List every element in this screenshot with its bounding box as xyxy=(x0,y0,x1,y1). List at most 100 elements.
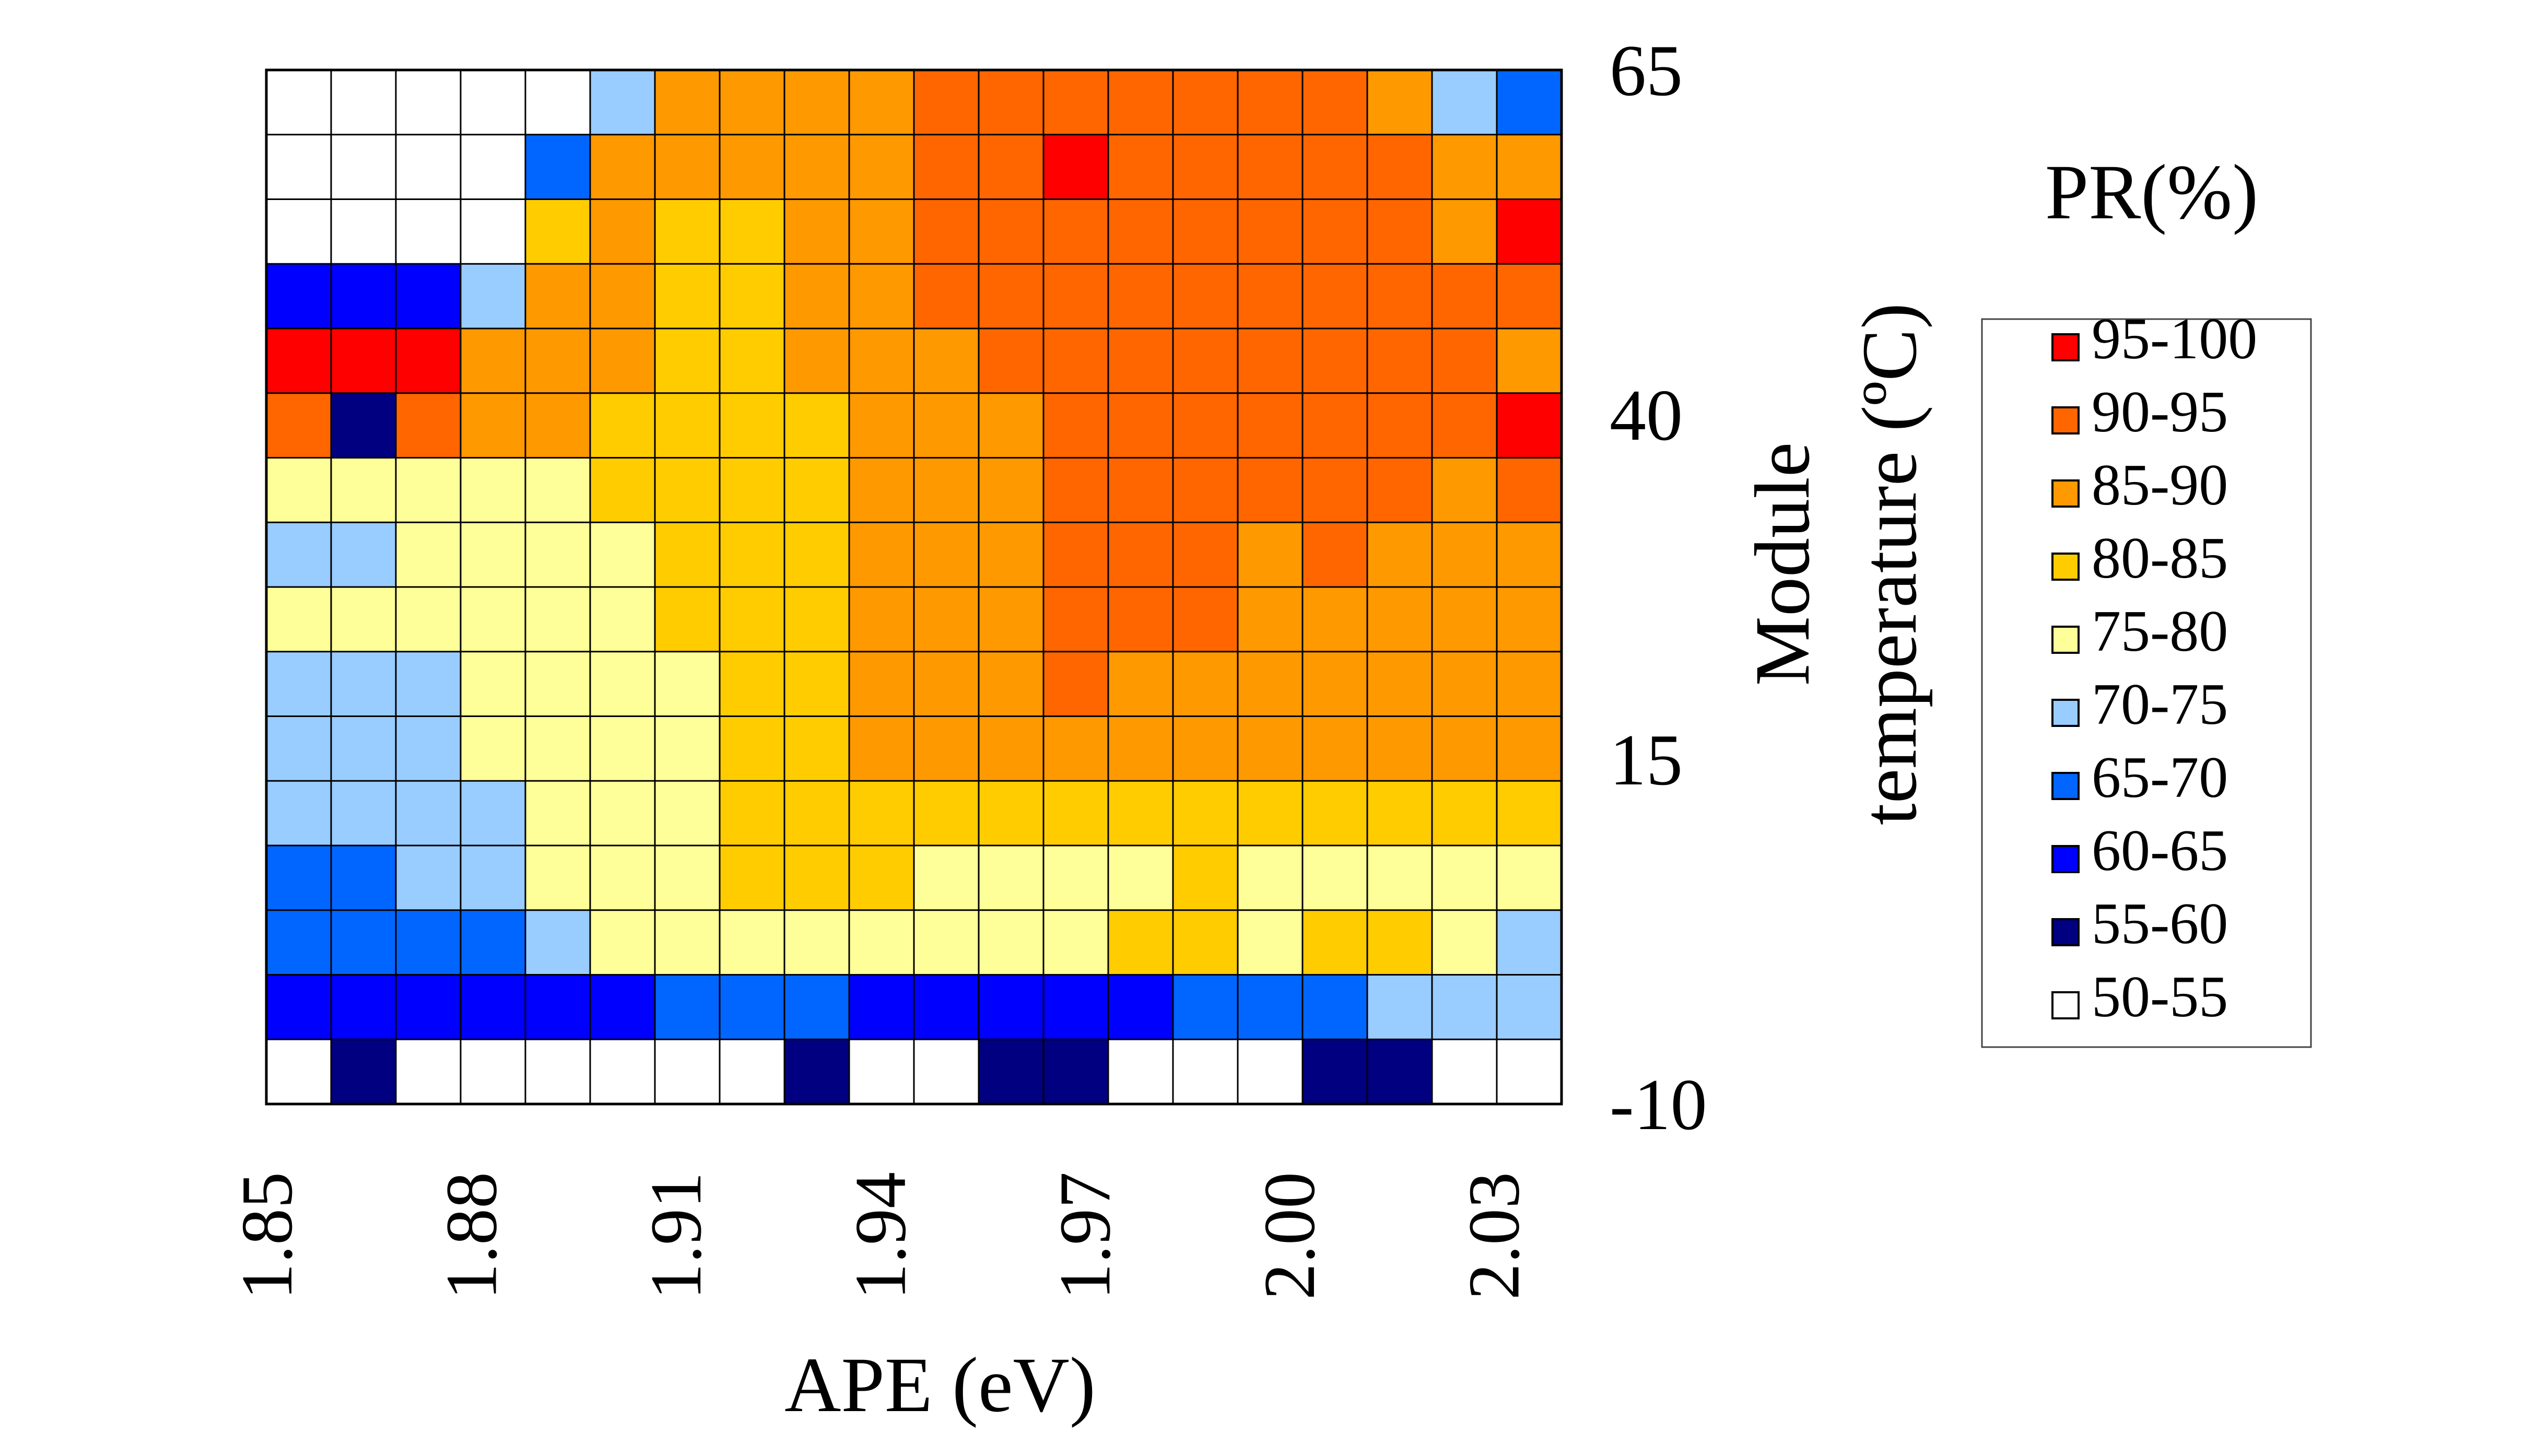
heatmap-cell xyxy=(784,328,850,394)
heatmap-cell xyxy=(1497,587,1562,652)
x-tick-label: 1.97 xyxy=(1045,1172,1125,1300)
heatmap-cell xyxy=(1367,716,1433,781)
heatmap-cell xyxy=(1497,1039,1562,1105)
heatmap-cell xyxy=(979,1039,1044,1105)
heatmap-cell xyxy=(1238,134,1303,200)
heatmap-cell xyxy=(1108,1039,1174,1105)
heatmap-cell xyxy=(720,70,785,135)
legend-label: 70-75 xyxy=(2092,672,2228,737)
heatmap-cell xyxy=(1497,974,1562,1040)
heatmap-cell xyxy=(849,457,914,523)
heatmap-cell xyxy=(720,134,785,200)
heatmap-cell xyxy=(1108,587,1174,652)
heatmap-cell xyxy=(979,651,1044,717)
heatmap-cell xyxy=(1367,1039,1433,1105)
heatmap-cell xyxy=(1367,522,1433,588)
heatmap-cell xyxy=(849,70,914,135)
heatmap-cell xyxy=(1497,716,1562,781)
heatmap-cell xyxy=(1043,846,1109,911)
heatmap-cell xyxy=(914,70,979,135)
heatmap-cell xyxy=(1238,846,1303,911)
heatmap-cell xyxy=(525,70,591,135)
heatmap-cell xyxy=(396,522,461,588)
legend-swatch xyxy=(2051,699,2080,727)
heatmap-cell xyxy=(461,264,526,329)
heatmap-cell xyxy=(1043,716,1109,781)
heatmap-cell xyxy=(1173,328,1238,394)
y-tick-label: 15 xyxy=(1610,720,1683,801)
heatmap-cell xyxy=(266,457,332,523)
heatmap-cell xyxy=(1432,587,1497,652)
heatmap-cell xyxy=(525,328,591,394)
y-axis-title-line-2: temperature (ºC) xyxy=(1846,303,1933,825)
heatmap-cell xyxy=(461,910,526,976)
heatmap-cell xyxy=(655,781,720,846)
x-axis: APE (eV) 1.85 1.88 1.91 1.94 1.97 2.00 2.03 xyxy=(227,1172,1534,1428)
heatmap-cell xyxy=(1108,974,1174,1040)
heatmap-cell xyxy=(1043,264,1109,329)
heatmap-cell xyxy=(1043,393,1109,459)
heatmap-cell xyxy=(720,974,785,1040)
heatmap-cell xyxy=(1043,651,1109,717)
heatmap-cell xyxy=(1497,781,1562,846)
heatmap-cell xyxy=(1043,910,1109,976)
heatmap-cell xyxy=(1173,199,1238,264)
heatmap-cell xyxy=(1173,651,1238,717)
heatmap-cell xyxy=(1302,328,1368,394)
heatmap-cell xyxy=(914,328,979,394)
heatmap-cell xyxy=(266,328,332,394)
heatmap-cell xyxy=(1043,457,1109,523)
heatmap-cell xyxy=(590,1039,655,1105)
legend-label: 65-70 xyxy=(2092,745,2228,810)
heatmap-cell xyxy=(1173,522,1238,588)
heatmap-cell xyxy=(914,522,979,588)
heatmap-cell xyxy=(849,846,914,911)
heatmap-cell xyxy=(1497,910,1562,976)
heatmap-cell xyxy=(849,781,914,846)
heatmap-cell xyxy=(1497,393,1562,459)
heatmap-cell xyxy=(1302,70,1368,135)
heatmap-cell xyxy=(849,716,914,781)
heatmap-cell xyxy=(1043,587,1109,652)
heatmap-cell xyxy=(655,974,720,1040)
heatmap-cell xyxy=(1497,522,1562,588)
heatmap-cell xyxy=(655,910,720,976)
heatmap-cell xyxy=(461,1039,526,1105)
heatmap-cell xyxy=(1108,70,1174,135)
heatmap-cell xyxy=(266,846,332,911)
heatmap-cell xyxy=(461,587,526,652)
heatmap-cell xyxy=(1173,1039,1238,1105)
heatmap-cell xyxy=(590,328,655,394)
heatmap-cell xyxy=(1173,457,1238,523)
heatmap-cell xyxy=(1432,199,1497,264)
heatmap-cell xyxy=(1043,974,1109,1040)
heatmap-cell xyxy=(849,522,914,588)
heatmap-cell xyxy=(914,910,979,976)
heatmap-cell xyxy=(1432,910,1497,976)
heatmap-cell xyxy=(1302,781,1368,846)
heatmap-cell xyxy=(1108,457,1174,523)
heatmap-cell xyxy=(1367,134,1433,200)
heatmap-cell xyxy=(849,328,914,394)
heatmap-cell xyxy=(849,1039,914,1105)
heatmap-cell xyxy=(655,846,720,911)
heatmap-cell xyxy=(461,651,526,717)
heatmap-cell xyxy=(784,974,850,1040)
heatmap-cell xyxy=(1043,134,1109,200)
heatmap-cell xyxy=(1302,393,1368,459)
heatmap-cell xyxy=(1108,199,1174,264)
heatmap-cell xyxy=(1497,134,1562,200)
heatmap-cell xyxy=(1432,393,1497,459)
heatmap-cell xyxy=(396,910,461,976)
heatmap-cell xyxy=(590,457,655,523)
heatmap-cell xyxy=(266,974,332,1040)
heatmap-cell xyxy=(1302,457,1368,523)
heatmap-cell xyxy=(1367,70,1433,135)
heatmap-cell xyxy=(590,522,655,588)
heatmap-cell xyxy=(979,522,1044,588)
heatmap-cell xyxy=(1497,846,1562,911)
heatmap-cell xyxy=(461,716,526,781)
heatmap-cell xyxy=(914,781,979,846)
heatmap-cell xyxy=(1173,134,1238,200)
y-tick-label: 40 xyxy=(1610,375,1683,456)
